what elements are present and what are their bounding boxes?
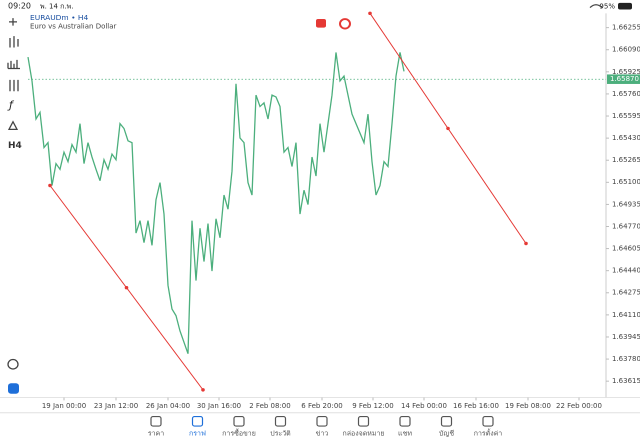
nav-label[interactable]: กล่องจดหมาย: [342, 430, 384, 438]
y-tick-label: 1.66255: [612, 24, 640, 32]
x-tick-label: 14 Feb 00:00: [401, 402, 447, 410]
nav-icon[interactable]: [274, 415, 287, 427]
nav-icon[interactable]: [233, 415, 245, 427]
nav-label[interactable]: กราฟ: [189, 430, 206, 438]
y-tick-label: 1.65760: [612, 90, 640, 98]
x-tick-label: 2 Feb 08:00: [249, 402, 290, 410]
sell-button[interactable]: [316, 19, 326, 28]
x-tick-label: 19 Feb 08:00: [505, 402, 551, 410]
x-tick-label: 19 Jan 00:00: [42, 402, 86, 410]
nav-icon[interactable]: [482, 415, 494, 427]
trendline-start: [48, 183, 52, 188]
status-date: พ. 14 ก.พ.: [40, 3, 73, 11]
nav-label[interactable]: แชท: [398, 430, 412, 438]
app-icon[interactable]: [8, 383, 19, 394]
y-tick-label: 1.64770: [612, 223, 640, 231]
x-tick-label: 9 Feb 12:00: [352, 402, 393, 410]
trendline-handle: [446, 126, 450, 131]
y-tick-label: 1.64440: [612, 267, 640, 275]
symbol[interactable]: EURAUDm • H4: [30, 13, 89, 22]
y-tick-label: 1.65925: [612, 68, 640, 76]
nav-label[interactable]: บัญชี: [439, 430, 455, 438]
chart-type-tool[interactable]: [9, 36, 19, 48]
nav-label[interactable]: ประวัติ: [270, 430, 290, 438]
status-battery: 95%: [599, 3, 615, 11]
crosshair-tool[interactable]: [9, 18, 17, 26]
x-tick-label: 26 Jan 04:00: [146, 402, 190, 410]
trendline-handle: [124, 285, 129, 290]
y-tick-label: 1.65100: [612, 178, 640, 186]
trendline-end: [524, 241, 528, 246]
bottom-nav: ราคา กราฟ การซื้อขาย ประวัติ ข่าว กล่องจดหมาย…: [148, 415, 503, 438]
indicators-tool[interactable]: [7, 59, 20, 70]
y-tick-label: 1.64935: [612, 201, 640, 209]
y-tick-label: 1.65595: [612, 112, 640, 120]
price-line: [27, 52, 405, 354]
nav-icon[interactable]: [357, 415, 370, 427]
chart-compare-tool[interactable]: [7, 358, 19, 370]
timeframe[interactable]: H4: [8, 141, 22, 151]
y-tick-label: 1.65430: [612, 134, 640, 142]
wifi-icon: [589, 4, 603, 9]
y-tick-label: 1.64110: [612, 311, 640, 319]
objects-tool[interactable]: [7, 120, 19, 130]
y-tick-label: 1.64275: [612, 289, 640, 297]
x-tick-label: 16 Feb 16:00: [453, 402, 499, 410]
symbol-description: Euro vs Australian Dollar: [30, 23, 117, 31]
nav-icon[interactable]: [316, 415, 328, 427]
x-tick-label: 6 Feb 20:00: [301, 402, 342, 410]
nav-label[interactable]: ข่าว: [316, 430, 329, 438]
left-toolbar: ƒ H4: [7, 18, 22, 394]
y-tick-label: 1.63780: [612, 355, 640, 363]
nav-icon[interactable]: [150, 415, 162, 427]
buy-button[interactable]: [339, 18, 351, 30]
nav-icon[interactable]: [440, 415, 453, 427]
trendline-start: [368, 11, 372, 16]
x-tick-label: 30 Jan 16:00: [197, 402, 241, 410]
y-tick-label: 1.63615: [612, 377, 640, 385]
current-price-tag: [607, 74, 640, 84]
status-time: 09:20: [8, 2, 31, 11]
trendline-end: [201, 388, 205, 392]
nav-icon[interactable]: [191, 415, 204, 427]
function-tool[interactable]: ƒ: [7, 99, 14, 112]
x-tick-label: 22 Feb 00:00: [556, 402, 602, 410]
x-tick-label: 23 Jan 12:00: [94, 402, 138, 410]
y-tick-label: 1.65265: [612, 156, 640, 164]
nav-label[interactable]: ราคา: [148, 430, 164, 438]
current-price-label: 1.65870: [610, 75, 639, 83]
y-tick-label: 1.66090: [612, 46, 640, 54]
nav-label[interactable]: การซื้อขาย: [222, 428, 256, 438]
settings-tool[interactable]: [9, 79, 19, 92]
y-tick-label: 1.63945: [612, 333, 640, 341]
nav-icon[interactable]: [399, 415, 411, 427]
battery-icon: [618, 2, 632, 10]
nav-label[interactable]: การตั้งค่า: [474, 428, 503, 438]
y-tick-label: 1.64605: [612, 245, 640, 253]
